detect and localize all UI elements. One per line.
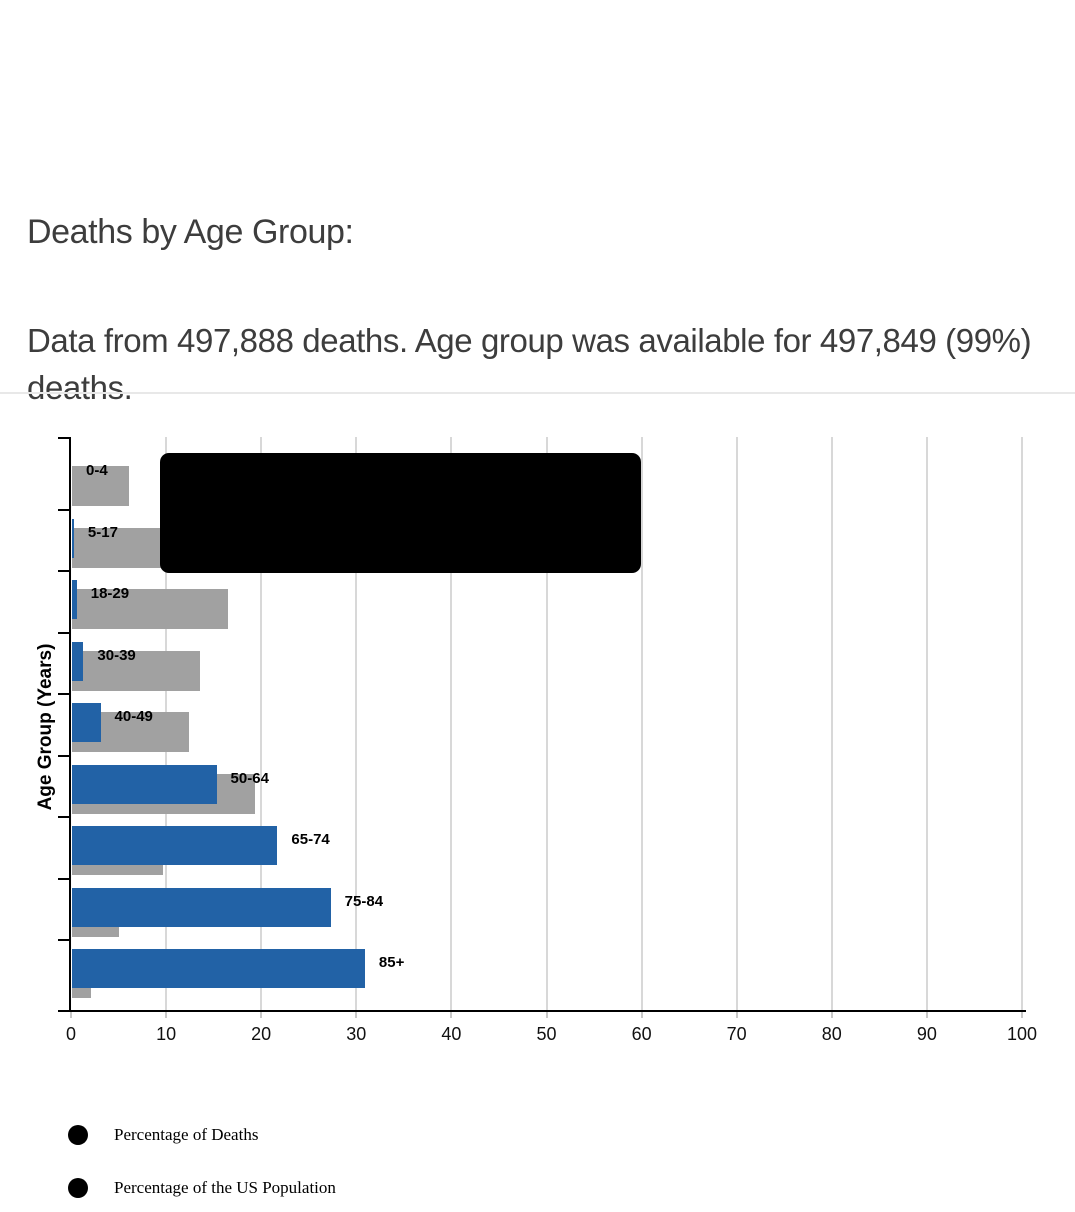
y-axis-tick	[58, 754, 71, 757]
bar-deaths-75-84[interactable]	[72, 887, 331, 927]
bar-label-5-17: 5-17	[87, 523, 118, 541]
x-axis-tick	[925, 1010, 928, 1018]
x-axis-tick-label: 30	[346, 1024, 367, 1044]
divider	[0, 392, 1075, 394]
bar-deaths-85+[interactable]	[72, 949, 365, 988]
x-axis-tick-label: 40	[441, 1024, 462, 1044]
x-axis-tick-label: 60	[631, 1024, 652, 1044]
legend-marker-circle-icon[interactable]	[68, 1178, 88, 1198]
x-axis-tick	[165, 1010, 168, 1018]
legend-item-label: Percentage of Deaths	[114, 1125, 259, 1144]
x-axis-tick	[260, 1010, 263, 1018]
tooltip-overlay	[160, 453, 641, 573]
y-axis-title: Age Group (Years)	[35, 643, 56, 811]
grid-line	[640, 437, 643, 1010]
legend-marker-circle-icon[interactable]	[68, 1125, 88, 1145]
legend-item-label: Percentage of the US Population	[114, 1178, 336, 1197]
bar-population-0-4[interactable]	[72, 466, 130, 506]
bar-label-18-29: 18-29	[90, 585, 130, 602]
y-axis-tick	[58, 877, 71, 880]
x-axis-tick-label: 0	[65, 1024, 77, 1044]
x-axis-tick-label: 70	[726, 1024, 747, 1044]
page-title: Deaths by Age Group:	[27, 212, 354, 251]
bar-deaths-30-39[interactable]	[72, 641, 84, 681]
x-axis-tick-label: 100	[1006, 1024, 1038, 1044]
bar-deaths-50-64[interactable]	[72, 764, 217, 804]
grid-line	[925, 437, 928, 1010]
bar-deaths-18-29[interactable]	[72, 580, 77, 619]
x-axis-tick-label: 10	[156, 1024, 177, 1044]
x-axis-tick	[545, 1010, 548, 1018]
x-axis-tick-label: 80	[821, 1024, 842, 1044]
grid-line	[830, 437, 833, 1010]
x-axis-tick-label: 90	[916, 1024, 937, 1044]
grid-line	[260, 437, 263, 1010]
legend-item[interactable]: Percentage of Deaths	[68, 1125, 258, 1145]
y-axis-tick	[58, 508, 71, 511]
bar-deaths-65-74[interactable]	[72, 826, 278, 865]
bar-population-18-29[interactable]	[72, 589, 228, 629]
y-axis-tick	[58, 693, 71, 695]
x-axis-tick	[1021, 1010, 1023, 1018]
bar-population-30-39[interactable]	[72, 650, 201, 691]
x-axis-tick	[70, 1010, 72, 1018]
x-axis-tick	[450, 1010, 453, 1018]
x-axis-tick	[735, 1010, 738, 1018]
grid-line	[450, 437, 453, 1010]
x-axis-line	[58, 1010, 1026, 1012]
bar-deaths-5-17[interactable]	[72, 518, 74, 558]
grid-line	[355, 437, 358, 1010]
bar-label-30-39: 30-39	[97, 646, 136, 664]
y-axis-tick	[58, 939, 71, 941]
grid-line	[735, 437, 738, 1010]
x-axis-tick	[640, 1010, 643, 1018]
bar-label-50-64: 50-64	[230, 769, 269, 787]
y-axis-top-cap	[58, 437, 71, 439]
page-subtitle: Data from 497,888 deaths. Age group was …	[27, 322, 1032, 406]
x-axis-tick	[830, 1010, 833, 1018]
x-axis-tick	[355, 1010, 358, 1018]
grid-line	[545, 437, 548, 1010]
bar-label-65-74: 65-74	[291, 831, 330, 848]
y-axis-tick	[58, 570, 71, 572]
bar-label-0-4: 0-4	[86, 462, 108, 479]
x-axis-tick-label: 20	[251, 1024, 272, 1044]
bar-label-75-84: 75-84	[344, 892, 384, 910]
y-axis-tick	[58, 816, 71, 818]
grid-line	[1021, 437, 1023, 1010]
bar-deaths-40-49[interactable]	[72, 703, 101, 742]
bar-label-40-49: 40-49	[114, 708, 153, 725]
y-axis-line	[69, 437, 71, 1012]
bar-label-85+: 85+	[378, 954, 405, 971]
y-axis-tick	[58, 631, 71, 634]
legend-item[interactable]: Percentage of the US Population	[68, 1178, 336, 1198]
x-axis-tick-label: 50	[536, 1024, 557, 1044]
